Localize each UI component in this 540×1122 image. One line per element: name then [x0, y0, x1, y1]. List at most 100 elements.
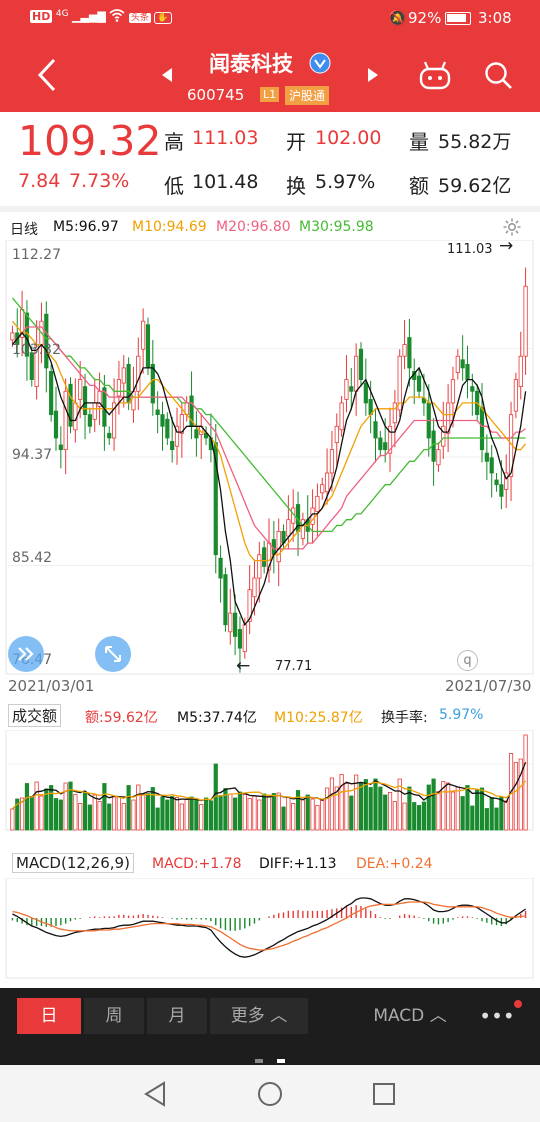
candle-down	[262, 547, 267, 567]
volume-bar-down	[29, 796, 34, 831]
candle-down	[53, 410, 59, 439]
y-tick-1: 112.27	[12, 247, 61, 263]
amount-label: 额	[409, 174, 429, 198]
volume-amount-legend: 额:59.62亿	[85, 710, 158, 726]
fullscreen-button[interactable]	[95, 636, 131, 672]
candle-up	[121, 367, 126, 384]
volume-bar-down	[358, 782, 364, 831]
mute-icon: 🔕	[388, 9, 407, 27]
candle-down	[150, 364, 155, 404]
candle-down	[82, 386, 88, 416]
prev-stock-icon[interactable]	[160, 67, 174, 83]
kline-ma-lines	[11, 297, 527, 627]
candle-up	[523, 285, 528, 357]
next-stock-icon[interactable]	[366, 67, 380, 83]
tab-month[interactable]: 月	[147, 998, 207, 1034]
period-label[interactable]: 日线	[10, 222, 38, 238]
volume-bar-up	[334, 786, 339, 831]
candle-up	[387, 425, 393, 454]
zoom-search-icon[interactable]: q	[457, 650, 478, 671]
candle-down	[349, 386, 354, 392]
volume-bar-down	[160, 796, 165, 831]
date-end: 2021/07/30	[445, 677, 532, 695]
volume-bar-up	[111, 796, 117, 831]
stock-code: 600745	[187, 86, 245, 104]
back-nav-icon[interactable]	[143, 1081, 167, 1107]
volume-bar-up	[354, 774, 359, 831]
ma10-legend: M10:94.69	[132, 219, 207, 235]
candle-up	[174, 425, 180, 447]
volume-bar-up	[228, 793, 233, 831]
bottom-toolbar: 日 周 月 更多 ︿ MACD ︿ •••	[0, 988, 540, 1065]
volume-indicator-tab[interactable]: 成交额	[8, 704, 62, 727]
ma5-line	[11, 331, 527, 627]
candle-up	[334, 425, 339, 444]
page-indicator-dot	[255, 1059, 263, 1063]
turnover-label: 换	[286, 174, 306, 198]
candle-up	[247, 589, 252, 622]
candle-down	[416, 375, 422, 392]
candle-down	[460, 359, 465, 369]
fold-button[interactable]	[8, 636, 44, 672]
system-nav-bar	[0, 1065, 540, 1122]
volume-bar-up	[174, 797, 180, 831]
candle-down	[155, 409, 160, 416]
volume-bar-down	[203, 797, 209, 831]
battery-icon	[445, 12, 471, 25]
ma30-line	[11, 297, 526, 533]
candle-up	[286, 519, 291, 537]
battery-percent: 92%	[408, 9, 442, 27]
volume-bar-down	[271, 793, 276, 831]
volume-bar-up	[446, 782, 451, 831]
volume-bar-up	[513, 762, 518, 831]
macd-histogram	[11, 905, 527, 931]
indicator-select[interactable]: MACD ︿	[356, 998, 464, 1034]
macd-chart[interactable]	[0, 878, 540, 980]
high-label: 高	[164, 130, 184, 154]
volume-bar-up	[39, 795, 44, 831]
tab-day[interactable]: 日	[17, 998, 81, 1034]
chevron-up-icon: ︿	[270, 1006, 288, 1026]
volume-bar-up	[136, 784, 141, 831]
volume-bar-down	[363, 779, 368, 831]
volume-bar-up	[276, 792, 281, 831]
candle-down	[29, 352, 34, 380]
price-change-pct: 7.73%	[69, 170, 130, 192]
volume-bar-down	[237, 791, 243, 831]
volume-bar-down	[82, 791, 88, 831]
macd-indicator-tab[interactable]: MACD(12,26,9)	[12, 853, 134, 873]
volume-bar-up	[441, 781, 446, 831]
candle-up	[324, 472, 330, 493]
stock-name: 闻泰科技	[209, 52, 293, 76]
volume-bar-down	[107, 803, 112, 831]
macd-diff-line	[12, 897, 526, 958]
volume-bar-up	[324, 787, 330, 831]
volume-bar-up	[387, 792, 393, 831]
candle-down	[237, 629, 243, 649]
tab-week[interactable]: 周	[84, 998, 144, 1034]
settings-gear-icon[interactable]	[502, 217, 522, 237]
search-icon[interactable]	[484, 61, 514, 91]
max-price-label: 111.03	[447, 242, 493, 257]
candle-up	[257, 554, 262, 579]
ma20-line	[11, 326, 526, 550]
page-indicator-dot-active	[277, 1059, 285, 1063]
home-nav-icon[interactable]	[257, 1081, 283, 1107]
candle-down	[233, 612, 238, 637]
candle-up	[450, 379, 456, 404]
volume-bar-up	[92, 794, 97, 831]
robot-assistant-icon[interactable]	[418, 58, 452, 92]
volume-ma10-line	[11, 780, 527, 810]
kline-chart[interactable]	[0, 240, 540, 676]
volume-bar-down	[126, 785, 131, 831]
volume-chart[interactable]	[0, 730, 540, 832]
candle-up	[518, 355, 523, 387]
volume-ma-lines	[11, 761, 527, 810]
candle-up	[354, 355, 359, 392]
recent-apps-icon[interactable]	[372, 1082, 396, 1106]
volume-bar-up	[252, 795, 257, 831]
more-menu-button[interactable]: •••	[479, 1004, 515, 1028]
candle-up	[78, 379, 83, 400]
tab-more[interactable]: 更多 ︿	[210, 998, 308, 1034]
back-arrow-icon[interactable]	[36, 58, 58, 92]
